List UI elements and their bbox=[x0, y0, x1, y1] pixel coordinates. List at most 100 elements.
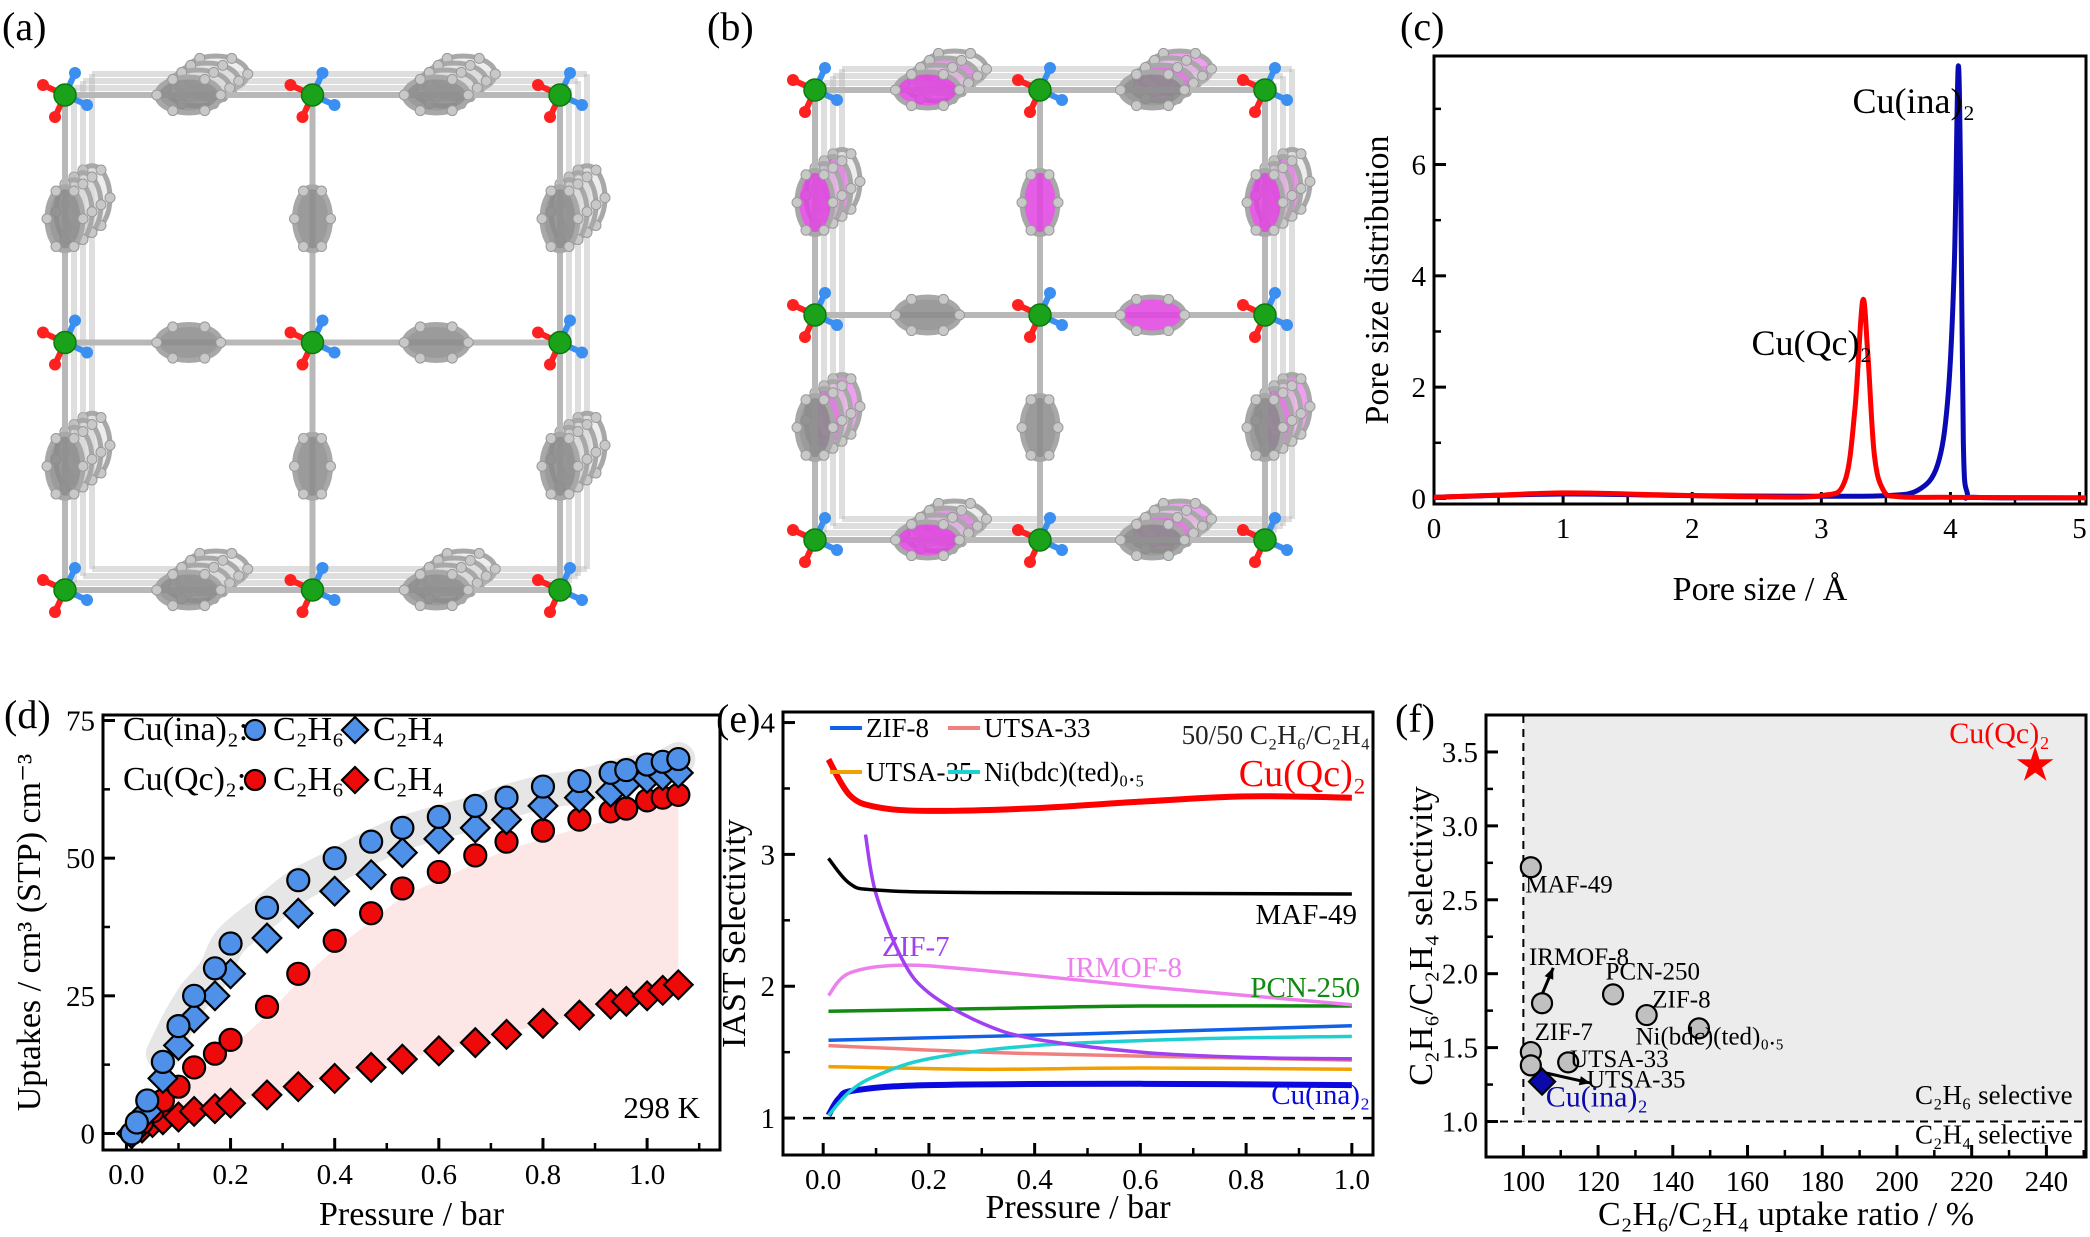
carbon-atom bbox=[455, 66, 467, 78]
copper-node bbox=[803, 528, 827, 552]
carbon-atom bbox=[572, 213, 584, 225]
carbon-atom bbox=[398, 584, 410, 596]
carbon-atom bbox=[956, 54, 967, 66]
x-tick-label: 0 bbox=[1427, 513, 1442, 545]
carbon-atom bbox=[581, 453, 593, 465]
copper-node bbox=[300, 578, 325, 602]
series-line bbox=[828, 1004, 1352, 1014]
panel-label-b: (b) bbox=[707, 4, 754, 49]
carbon-atom bbox=[1250, 394, 1262, 406]
carbon-atom bbox=[68, 433, 80, 445]
carbon-atom bbox=[471, 82, 483, 94]
carbon-atom bbox=[473, 547, 485, 559]
y-tick-label: 2 bbox=[761, 971, 776, 1003]
carbon-atom bbox=[1268, 394, 1280, 406]
ligand-atom bbox=[316, 67, 329, 79]
carbon-atom bbox=[938, 293, 949, 305]
carbon-atom bbox=[563, 433, 575, 445]
data-point bbox=[254, 895, 280, 920]
series-line bbox=[863, 834, 1352, 1061]
carbon-atom bbox=[1268, 169, 1280, 181]
ligand-atom bbox=[544, 606, 556, 618]
carbon-atom bbox=[890, 534, 901, 546]
carbon-atom bbox=[818, 169, 830, 181]
carbon-atom bbox=[599, 439, 611, 451]
carbon-atom bbox=[151, 337, 163, 348]
data-point bbox=[286, 868, 311, 893]
x-tick-label: 4 bbox=[1943, 513, 1958, 545]
carbon-atom bbox=[77, 460, 89, 472]
carbon-atom bbox=[954, 309, 965, 321]
y-tick-label: 1.5 bbox=[1442, 1033, 1478, 1065]
carbon-atom bbox=[77, 213, 89, 225]
carbon-atom bbox=[906, 518, 917, 530]
x-tick-label: 1.0 bbox=[1334, 1164, 1370, 1196]
carbon-atom bbox=[224, 577, 236, 589]
ligand-atom bbox=[316, 314, 329, 327]
point-label: Cu(Qc)₂ bbox=[1949, 717, 2049, 750]
carbon-atom bbox=[1163, 550, 1174, 562]
copper-node bbox=[1253, 78, 1277, 102]
carbon-atom bbox=[167, 321, 179, 333]
copper-node bbox=[300, 330, 325, 355]
carbon-atom bbox=[1043, 224, 1055, 236]
carbon-atom bbox=[455, 561, 467, 573]
aromatic-ring bbox=[154, 74, 224, 116]
carbon-atom bbox=[906, 100, 917, 112]
carbon-atom bbox=[791, 422, 803, 433]
ligand-atom bbox=[831, 319, 843, 331]
carbon-atom bbox=[1250, 169, 1262, 181]
aromatic-ring bbox=[893, 69, 962, 111]
carbon-atom bbox=[104, 439, 116, 451]
panel-d-uptake-chart: 0.0 0.2 0.4 0.6 0.8 1.0 0 25 50 75 Pressure / bar U… bbox=[11, 706, 722, 1233]
data-point bbox=[567, 768, 592, 794]
copper-node bbox=[1253, 303, 1277, 327]
data-point bbox=[322, 846, 347, 871]
carbon-atom bbox=[208, 66, 220, 78]
carbon-atom bbox=[446, 352, 458, 364]
carbon-atom bbox=[1172, 511, 1183, 523]
data-point-utsa-33 bbox=[1519, 1054, 1542, 1077]
point-label: Ni(bdc)(ted)₀.₅ bbox=[1635, 1024, 1784, 1051]
data-point bbox=[359, 901, 384, 926]
carbon-atom bbox=[151, 584, 163, 596]
carbon-atom bbox=[938, 518, 949, 530]
carbon-atom bbox=[242, 563, 254, 575]
carbon-atom bbox=[77, 426, 89, 438]
carbon-atom bbox=[151, 89, 163, 101]
carbon-atom bbox=[545, 185, 557, 197]
legend-label: ZIF-8 bbox=[866, 713, 929, 743]
ligand-atom bbox=[1269, 287, 1281, 299]
carbon-atom bbox=[1250, 224, 1262, 236]
carbon-atom bbox=[1025, 449, 1037, 461]
data-point bbox=[150, 1049, 175, 1074]
ligand-atom bbox=[532, 79, 544, 91]
x-tick-label: 220 bbox=[1950, 1166, 1994, 1198]
y-tick-label: 6 bbox=[1412, 150, 1427, 182]
ligand-atom bbox=[1249, 556, 1261, 568]
point-label: PCN-250 bbox=[1606, 959, 1700, 986]
aromatic-ring bbox=[1118, 69, 1187, 111]
carbon-atom bbox=[1206, 513, 1217, 525]
copper-node bbox=[1028, 528, 1052, 552]
curve-label: ZIF-7 bbox=[882, 931, 950, 963]
data-point bbox=[662, 968, 695, 1001]
x-tick-label: 240 bbox=[2025, 1166, 2069, 1198]
aromatic-ring bbox=[401, 322, 471, 363]
ligand-atom bbox=[1237, 74, 1249, 86]
panel-label-e: (e) bbox=[716, 696, 760, 741]
carbon-atom bbox=[845, 408, 857, 419]
carbon-atom bbox=[947, 61, 958, 73]
carbon-atom bbox=[86, 419, 98, 431]
series-line bbox=[827, 1034, 1352, 1117]
data-point bbox=[318, 875, 351, 908]
x-tick-label: 1.0 bbox=[629, 1159, 665, 1191]
carbon-atom bbox=[800, 224, 812, 236]
carbon-atom bbox=[1016, 422, 1028, 433]
carbon-atom bbox=[545, 488, 557, 500]
data-point bbox=[218, 931, 243, 956]
curve-label: Cu(Qc)₂ bbox=[1239, 753, 1366, 795]
carbon-atom bbox=[827, 387, 839, 399]
carbon-atom bbox=[50, 240, 62, 252]
